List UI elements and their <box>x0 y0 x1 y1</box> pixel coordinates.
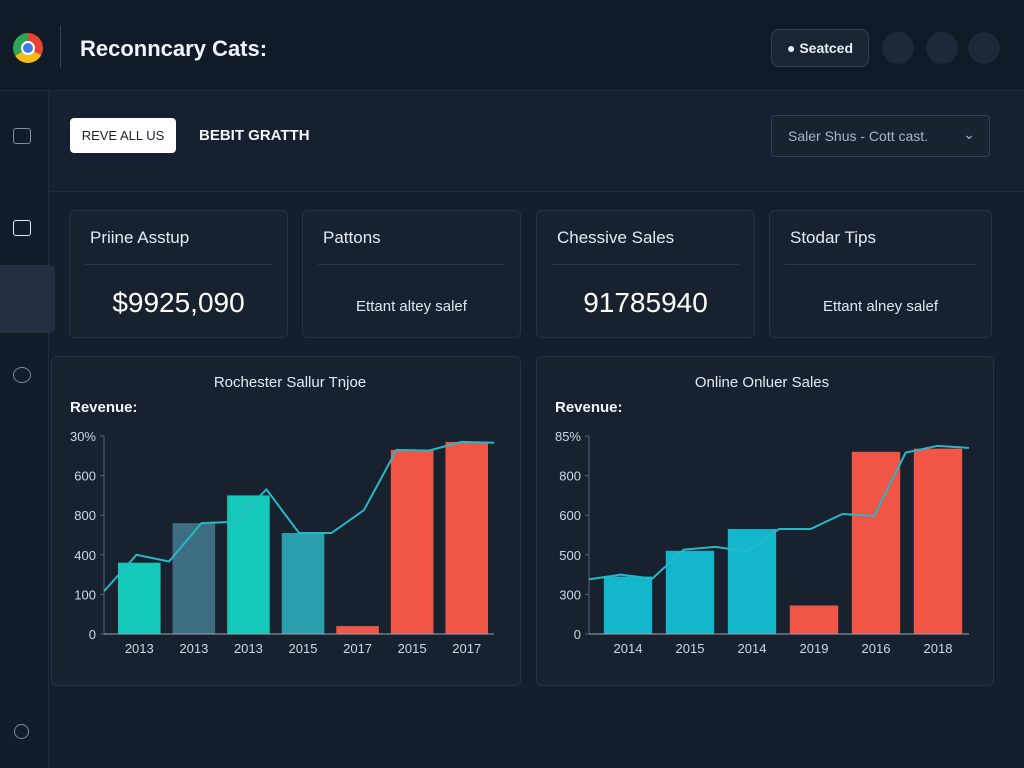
bar <box>603 576 653 634</box>
bar <box>851 451 901 634</box>
chart: Online Onluer Sales Revenue: 0 300 500 600 800… <box>555 374 970 656</box>
x-tick-label: 2017 <box>452 641 481 656</box>
x-tick-label: 2019 <box>800 641 829 656</box>
card-note: Ettant alney salef <box>822 298 939 315</box>
y-tick-label: 85% <box>555 429 581 444</box>
status-button[interactable]: ● Seatced <box>771 29 869 67</box>
x-tick-label: 2015 <box>289 641 318 656</box>
chart-panel: Rochester Sallur Tnjoe Revenue: 0 100 400 800… <box>51 356 521 686</box>
divider <box>60 26 61 68</box>
menu-button[interactable] <box>882 32 914 64</box>
bar <box>445 441 488 634</box>
top-bar: Reconncary Cats: ● Seatced <box>0 0 1024 91</box>
toolbar-label: BEBIT GRATTH <box>199 127 310 144</box>
x-tick-label: 2013 <box>125 641 154 656</box>
chart: Rochester Sallur Tnjoe Revenue: 0 100 400 800… <box>70 374 495 656</box>
y-tick-label: 100 <box>74 587 96 602</box>
card-title: Stodar Tips <box>790 228 876 247</box>
card-note: Ettant altey salef <box>356 298 467 315</box>
card-rule <box>85 264 272 265</box>
x-tick-label: 2015 <box>676 641 705 656</box>
card-title: Priine Asstup <box>90 228 190 247</box>
y-axis-label: Revenue: <box>555 399 623 416</box>
chart-panel: Online Onluer Sales Revenue: 0 300 500 600 800… <box>536 356 994 686</box>
app-title: Reconncary Cats: <box>80 36 268 61</box>
nav-icon[interactable] <box>13 367 31 383</box>
kpi-card: Chessive Sales 91785940 <box>536 210 755 338</box>
chart-title: Rochester Sallur Tnjoe <box>214 374 366 391</box>
card-title: Pattons <box>323 228 381 247</box>
status-label: Seatced <box>799 40 854 56</box>
trend-line <box>588 444 970 581</box>
card-rule <box>552 264 739 265</box>
y-tick-label: 0 <box>574 627 581 642</box>
x-tick-label: 2014 <box>614 641 643 656</box>
app-logo[interactable] <box>13 33 43 63</box>
y-tick-label: 600 <box>559 508 581 523</box>
kpi-card: Priine Asstup $9925,090 <box>69 210 288 338</box>
card-value: $9925,090 <box>112 287 245 318</box>
bar <box>390 449 434 634</box>
x-tick-label: 2016 <box>862 641 891 656</box>
bar <box>118 562 161 634</box>
x-tick-label: 2015 <box>398 641 427 656</box>
lock-icon: ● <box>786 40 800 56</box>
y-tick-label: 400 <box>74 548 96 563</box>
select-label: Saler Shus - Cott cast. <box>788 128 929 144</box>
kpi-card: Pattons Ettant altey salef <box>302 210 521 338</box>
bar <box>727 529 777 634</box>
nav-active[interactable] <box>0 265 55 333</box>
chart-button[interactable] <box>926 32 958 64</box>
sidebar <box>0 91 55 768</box>
users-button[interactable] <box>968 32 1000 64</box>
card-value: 91785940 <box>583 287 708 318</box>
card-rule <box>785 264 976 265</box>
y-axis-label: Revenue: <box>70 399 138 416</box>
y-tick-label: 30% <box>70 429 96 444</box>
x-tick-label: 2014 <box>738 641 767 656</box>
y-tick-label: 600 <box>74 469 96 484</box>
x-tick-label: 2013 <box>179 641 208 656</box>
bar <box>336 626 379 634</box>
kpi-card: Stodar Tips Ettant alney salef <box>769 210 992 338</box>
bar <box>227 495 270 634</box>
card-title: Chessive Sales <box>557 228 675 247</box>
nav-icon[interactable] <box>13 220 31 236</box>
settings-icon[interactable] <box>14 724 29 739</box>
toolbar-button[interactable]: REVE ALL US <box>70 118 176 153</box>
chart-title: Online Onluer Sales <box>695 374 829 391</box>
select-arrow: ⌄ <box>963 126 975 142</box>
select[interactable]: Saler Shus - Cott cast. ⌄ <box>771 115 990 157</box>
y-tick-label: 800 <box>559 469 581 484</box>
bar <box>913 448 963 634</box>
bar <box>665 550 715 634</box>
nav-icon[interactable] <box>13 128 31 144</box>
card-rule <box>318 264 505 265</box>
bar <box>789 605 839 634</box>
bar <box>281 533 325 634</box>
y-tick-label: 800 <box>74 508 96 523</box>
bar <box>172 523 216 634</box>
x-tick-label: 2017 <box>343 641 372 656</box>
x-tick-label: 2018 <box>924 641 953 656</box>
x-tick-label: 2013 <box>234 641 263 656</box>
y-tick-label: 0 <box>89 627 96 642</box>
trend-line <box>103 440 495 592</box>
y-tick-label: 500 <box>559 548 581 563</box>
y-tick-label: 300 <box>559 587 581 602</box>
